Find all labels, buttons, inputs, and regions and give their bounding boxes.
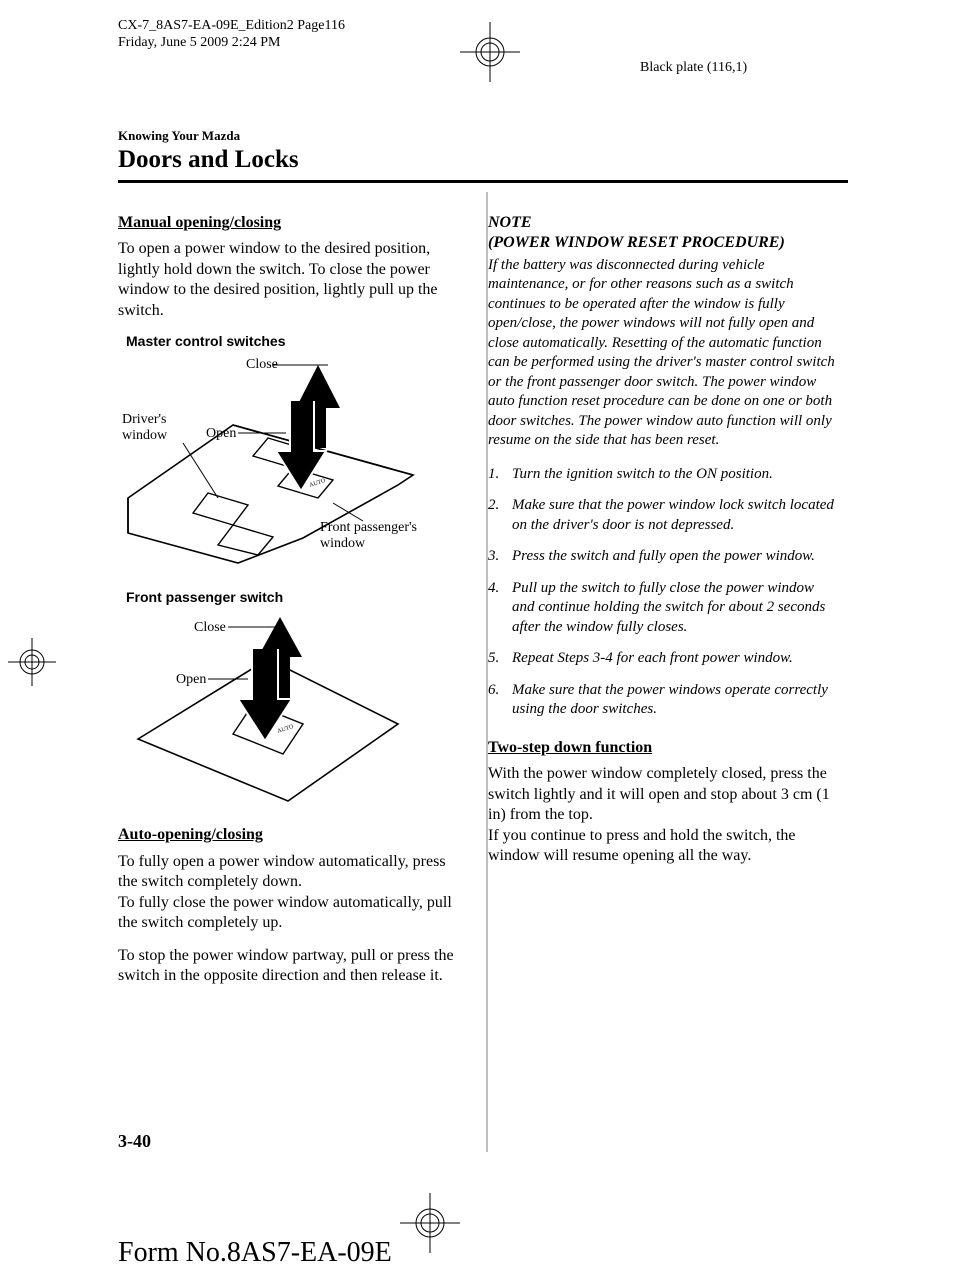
step-item: Pull up the switch to fully close the po… [488,579,838,638]
subhead-auto: Auto-opening/closing [118,825,468,845]
para-auto-open: To fully open a power window automatical… [118,852,468,893]
page-frame: Knowing Your Mazda Doors and Locks Manua… [118,100,848,1180]
right-column: NOTE (POWER WINDOW RESET PROCEDURE) If t… [488,213,838,998]
left-registration-mark [8,638,56,686]
title-rule [118,180,848,183]
column-divider [486,192,488,1152]
para-twostep-2: If you continue to press and hold the sw… [488,826,838,867]
note-subheading: (POWER WINDOW RESET PROCEDURE) [488,233,838,253]
step-item: Repeat Steps 3-4 for each front power wi… [488,649,838,669]
form-number: Form No.8AS7-EA-09E [118,1237,392,1269]
page-meta: CX-7_8AS7-EA-09E_Edition2 Page116 Friday… [118,18,345,52]
label-drivers2: window [122,428,168,443]
label-frontpass2: window [320,536,366,551]
step-item: Turn the ignition switch to the ON posit… [488,465,838,485]
reset-steps: Turn the ignition switch to the ON posit… [488,465,838,720]
left-column: Manual opening/closing To open a power w… [118,213,468,998]
section-title: Doors and Locks [118,146,848,174]
para-auto-stop: To stop the power window partway, pull o… [118,946,468,987]
label-open: Open [206,426,236,441]
step-item: Press the switch and fully open the powe… [488,547,838,567]
label-frontpass: Front passenger's [320,520,417,535]
bottom-registration-mark [400,1193,460,1253]
label-drivers: Driver's [122,412,167,427]
para-twostep-1: With the power window completely closed,… [488,764,838,825]
page-number: 3-40 [118,1131,151,1152]
subhead-manual: Manual opening/closing [118,213,468,233]
two-column-layout: Manual opening/closing To open a power w… [118,213,848,998]
note-body: If the battery was disconnected during v… [488,256,838,451]
figure-front-passenger-switch: AUTO Close Open [118,609,468,809]
label-close: Close [246,357,278,372]
step-item: Make sure that the power window lock swi… [488,496,838,535]
chapter-name: Knowing Your Mazda [118,128,848,144]
edition-line: CX-7_8AS7-EA-09E_Edition2 Page116 [118,18,345,35]
figure-master-switches: AUTO AUTO [118,353,468,573]
fig1-caption: Master control switches [126,333,468,351]
para-manual: To open a power window to the desired po… [118,239,468,321]
para-auto-close: To fully close the power window automati… [118,893,468,934]
subhead-twostep: Two-step down function [488,738,838,758]
black-plate-label: Black plate (116,1) [640,60,747,76]
note-heading: NOTE [488,213,838,233]
date-line: Friday, June 5 2009 2:24 PM [118,35,345,52]
fig2-caption: Front passenger switch [126,589,468,607]
label-close: Close [194,620,226,635]
top-registration-mark [460,22,520,82]
label-open: Open [176,672,206,687]
step-item: Make sure that the power windows operate… [488,681,838,720]
